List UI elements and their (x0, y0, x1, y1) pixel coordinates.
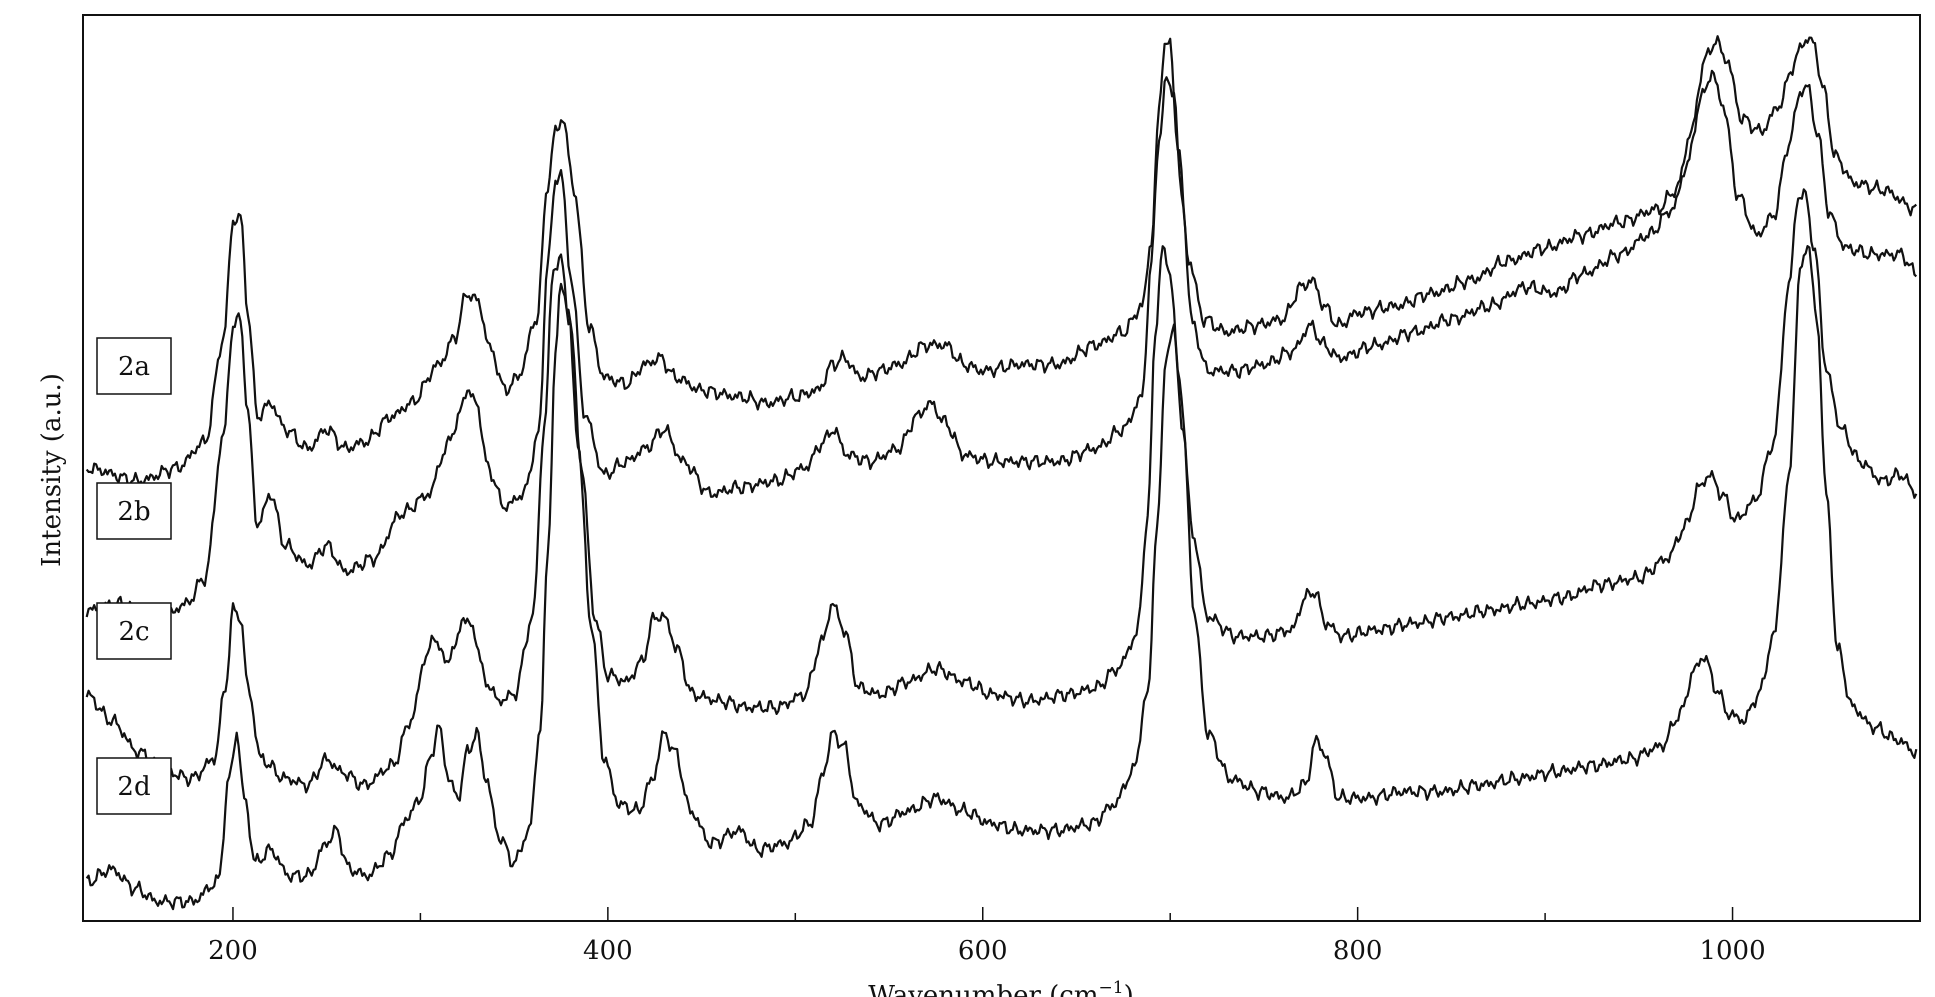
series-line-2b (85, 69, 1918, 630)
series-labels: 2a 2b 2c 2d (96, 337, 172, 815)
x-axis-ticks (232, 907, 1734, 921)
x-axis-title: Wavenumber (cm−1) (868, 978, 1134, 997)
x-axis-tick-labels: 200 400 600 800 1000 (208, 936, 1765, 966)
x-axis-title-main: Wavenumber (cm (868, 981, 1098, 997)
x-tick-label-400: 400 (583, 936, 633, 966)
x-tick-label-800: 800 (1333, 936, 1383, 966)
series-label-box-2d (96, 757, 172, 815)
x-tick-label-200: 200 (208, 936, 258, 966)
series-label-box-2b (96, 482, 172, 540)
series-label-2c: 2c (118, 617, 149, 647)
series-label-box-2a (96, 337, 172, 395)
series-line-2d (85, 245, 1918, 911)
spectra-series (85, 35, 1918, 911)
series-label-box-2c (96, 602, 172, 660)
y-axis-title: Intensity (a.u.) (37, 373, 67, 567)
series-line-2c (85, 188, 1918, 794)
x-tick-label-600: 600 (958, 936, 1008, 966)
series-label-2a: 2a (118, 352, 150, 382)
x-axis-title-close: ) (1124, 981, 1134, 997)
series-line-2a (85, 35, 1918, 488)
x-axis-title-superscript: −1 (1099, 978, 1124, 997)
series-label-2d: 2d (117, 772, 150, 802)
plot-frame (82, 14, 1921, 922)
x-tick-label-1000: 1000 (1699, 936, 1765, 966)
series-label-2b: 2b (117, 497, 150, 527)
